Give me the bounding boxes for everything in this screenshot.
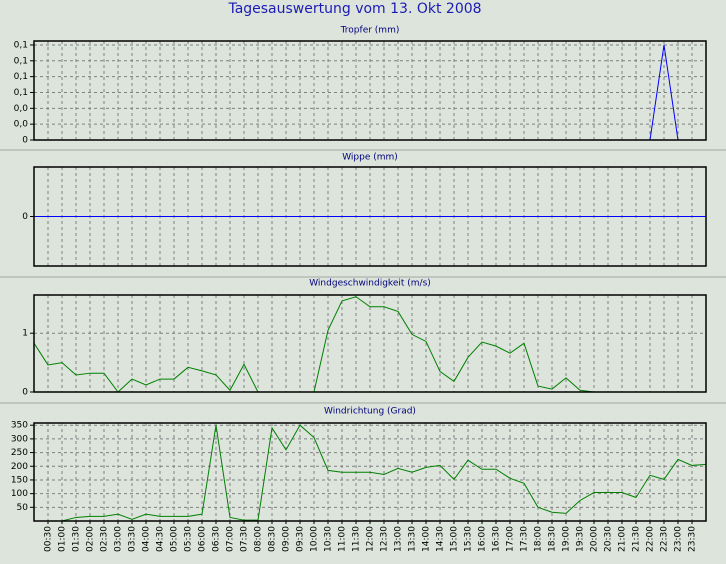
- data-line: [34, 424, 707, 522]
- y-tick-label: 50: [17, 503, 29, 513]
- x-tick-label: 20:30: [604, 526, 614, 552]
- x-tick-label: 03:00: [114, 526, 124, 552]
- x-tick-label: 11:00: [338, 526, 348, 552]
- x-tick-label: 10:00: [310, 526, 320, 552]
- x-tick-label: 21:30: [632, 526, 642, 552]
- page-title: Tagesauswertung vom 13. Okt 2008: [227, 1, 481, 17]
- x-tick-label: 21:00: [618, 526, 628, 552]
- x-tick-label: 04:30: [156, 526, 166, 552]
- plot-frame: [33, 166, 707, 267]
- x-tick-label: 18:00: [534, 526, 544, 552]
- plot-frame: [33, 294, 707, 393]
- x-tick-label: 02:30: [100, 526, 110, 552]
- x-tick-label: 10:30: [324, 526, 334, 552]
- x-tick-label: 15:30: [464, 526, 474, 552]
- x-tick-label: 01:00: [58, 526, 68, 552]
- x-tick-label: 16:30: [492, 526, 502, 552]
- x-tick-label: 23:00: [674, 526, 684, 552]
- x-tick-label: 05:00: [170, 526, 180, 552]
- x-tick-label: 19:00: [562, 526, 572, 552]
- x-tick-label: 17:30: [520, 526, 530, 552]
- y-tick-label: 0,1: [14, 72, 28, 82]
- x-tick-label: 06:30: [212, 526, 222, 552]
- x-tick-label: 17:00: [506, 526, 516, 552]
- y-tick-label: 1: [22, 329, 28, 339]
- plot-frame: [33, 40, 707, 141]
- x-tick-label: 08:30: [268, 526, 278, 552]
- y-tick-label: 250: [11, 448, 28, 458]
- x-tick-label: 12:00: [366, 526, 376, 552]
- y-tick-label: 350: [11, 421, 28, 431]
- x-tick-label: 05:30: [184, 526, 194, 552]
- x-tick-label: 15:00: [450, 526, 460, 552]
- x-tick-label: 06:00: [198, 526, 208, 552]
- x-tick-label: 16:00: [478, 526, 488, 552]
- panel-title: Windrichtung (Grad): [324, 407, 416, 417]
- x-tick-label: 18:30: [548, 526, 558, 552]
- y-tick-label: 200: [11, 462, 28, 472]
- x-tick-label: 14:30: [436, 526, 446, 552]
- x-tick-label: 19:30: [576, 526, 586, 552]
- x-tick-label: 22:00: [646, 526, 656, 552]
- x-tick-label: 00:30: [44, 526, 54, 552]
- x-tick-label: 07:30: [240, 526, 250, 552]
- x-tick-label: 01:30: [72, 526, 82, 552]
- y-tick-label: 100: [11, 489, 28, 499]
- x-tick-label: 09:30: [296, 526, 306, 552]
- x-tick-label: 14:00: [422, 526, 432, 552]
- y-tick-label: 0: [22, 212, 28, 222]
- x-tick-label: 12:30: [380, 526, 390, 552]
- y-tick-label: 0: [22, 388, 28, 398]
- x-tick-label: 20:00: [590, 526, 600, 552]
- x-tick-label: 02:00: [86, 526, 96, 552]
- x-tick-label: 13:00: [394, 526, 404, 552]
- y-tick-label: 0,0: [14, 120, 29, 130]
- y-tick-label: 0,1: [14, 56, 28, 66]
- x-tick-label: 07:00: [226, 526, 236, 552]
- x-tick-label: 13:30: [408, 526, 418, 552]
- y-tick-label: 0,1: [14, 40, 28, 50]
- y-tick-label: 300: [11, 434, 28, 444]
- x-tick-label: 11:30: [352, 526, 362, 552]
- y-tick-label: 0,1: [14, 88, 28, 98]
- panel-title: Wippe (mm): [342, 153, 398, 163]
- x-tick-label: 08:00: [254, 526, 264, 552]
- panel-title: Tropfer (mm): [340, 26, 400, 36]
- y-tick-label: 0,0: [14, 104, 29, 114]
- y-tick-label: 150: [11, 475, 28, 485]
- x-tick-label: 23:30: [688, 526, 698, 552]
- x-tick-label: 03:30: [128, 526, 138, 552]
- panel-title: Windgeschwindigkeit (m/s): [309, 279, 431, 289]
- x-tick-label: 22:30: [660, 526, 670, 552]
- x-tick-label: 04:00: [142, 526, 152, 552]
- y-tick-label: 0: [22, 136, 28, 146]
- x-tick-label: 09:00: [282, 526, 292, 552]
